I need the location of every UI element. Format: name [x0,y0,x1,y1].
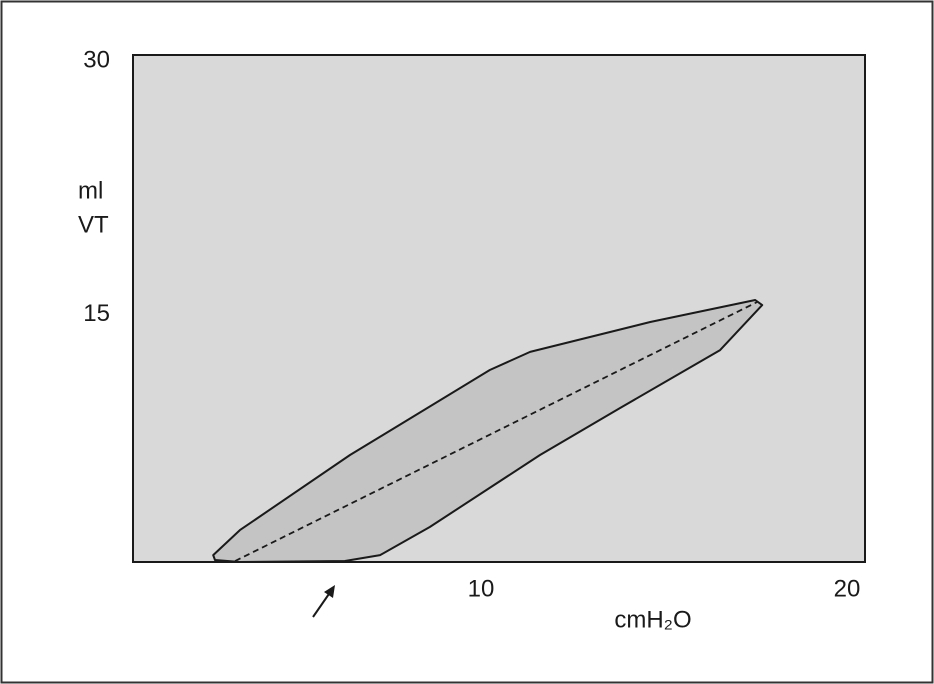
x-tick-label: 20 [834,575,861,602]
arrow-head [324,585,335,598]
line [234,301,758,562]
x-label: cmH₂O [614,606,691,633]
y-label: VT [78,211,109,238]
x-tick-label: 10 [468,575,495,602]
loop [212,299,764,563]
y-tick-label: 30 [83,46,110,73]
marks [212,299,764,563]
y-label: ml [78,177,103,204]
y-tick-label: 15 [83,300,110,327]
arrow [312,590,332,618]
